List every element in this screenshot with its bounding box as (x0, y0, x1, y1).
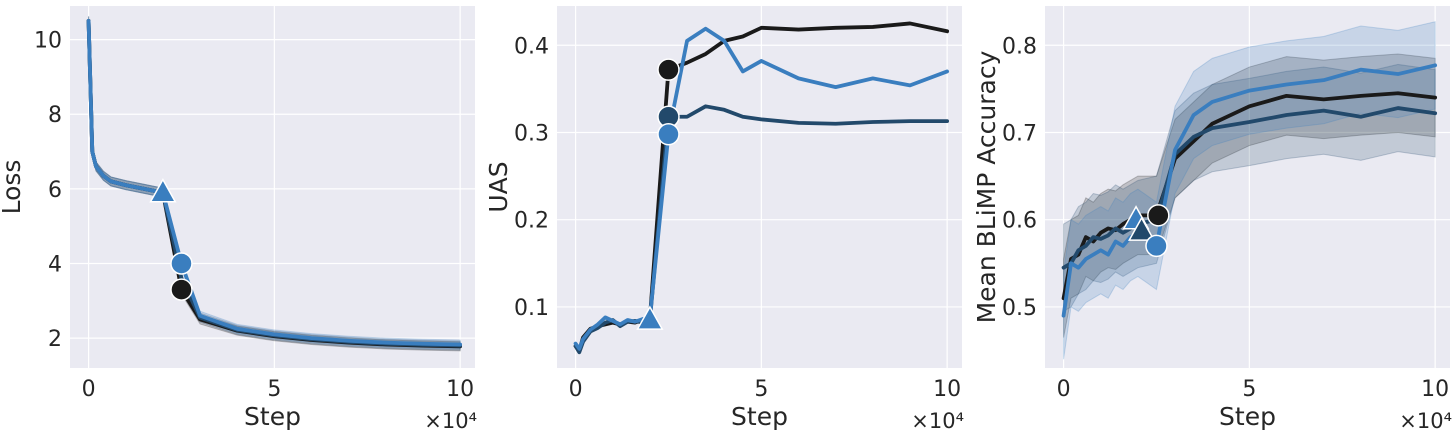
x-tick-label: 5 (1242, 377, 1256, 402)
y-axis-label: UAS (484, 161, 513, 212)
x-axis-multiplier: ×10⁴ (1399, 409, 1452, 433)
x-tick-label: 0 (569, 377, 583, 402)
y-tick-label: 0.5 (1002, 296, 1037, 321)
marker-triangle-blue (636, 305, 664, 330)
y-tick-label: 0.6 (1002, 209, 1037, 234)
x-axis-label: Step (731, 402, 788, 431)
y-tick-label: 2 (48, 327, 62, 352)
y-tick-label: 0.4 (514, 34, 549, 59)
x-tick-label: 5 (267, 377, 281, 402)
marker-triangle-dark_blue (1127, 216, 1156, 241)
series-band-black (88, 16, 461, 352)
x-tick-label: 0 (82, 377, 96, 402)
y-tick-label: 10 (34, 29, 62, 54)
series-band-blue (1063, 21, 1436, 360)
y-tick-label: 8 (48, 103, 62, 128)
y-tick-label: 0.8 (1002, 34, 1037, 59)
chart-panel-3: 0.5 0.6 0.7 0.8 0 5 10 Step Mean BLiMP Accuracy ×… (972, 6, 1452, 433)
series-band-dark_blue (88, 16, 461, 351)
x-axis-multiplier: ×10⁴ (424, 409, 477, 433)
plot-area (1045, 6, 1450, 368)
marker-circle-black (657, 58, 680, 81)
chart-panel-1: 2 4 6 8 10 0 5 10 Step Loss ×10⁴ (0, 6, 477, 433)
marker-circle-black (170, 278, 193, 301)
marker-circle-black (1147, 204, 1170, 227)
marker-circle-blue (170, 252, 193, 275)
y-tick-label: 6 (48, 178, 62, 203)
x-axis-multiplier: ×10⁴ (911, 409, 964, 433)
x-axis-label: Step (1219, 402, 1276, 431)
x-tick-label: 5 (754, 377, 768, 402)
y-tick-label: 0.2 (514, 209, 549, 234)
chart-panel-2: 0.1 0.2 0.3 0.4 0 5 10 Step UAS ×10⁴ (484, 6, 964, 433)
y-tick-label: 0.7 (1002, 121, 1037, 146)
plot-area (557, 6, 962, 368)
series-band-black (1063, 53, 1436, 338)
marker-triangle-blue (149, 178, 177, 203)
marker-circle-blue (1145, 234, 1168, 258)
x-axis-label: Step (244, 402, 301, 431)
x-tick-label: 10 (446, 377, 474, 402)
y-axis-label: Loss (0, 160, 26, 215)
x-tick-label: 10 (1421, 377, 1449, 402)
x-tick-label: 10 (933, 377, 961, 402)
y-tick-label: 0.1 (514, 296, 549, 321)
y-tick-label: 4 (48, 253, 62, 278)
y-axis-label: Mean BLiMP Accuracy (972, 50, 1001, 323)
marker-circle-blue (657, 122, 680, 146)
y-tick-label: 0.3 (514, 121, 549, 146)
x-tick-label: 0 (1057, 377, 1071, 402)
